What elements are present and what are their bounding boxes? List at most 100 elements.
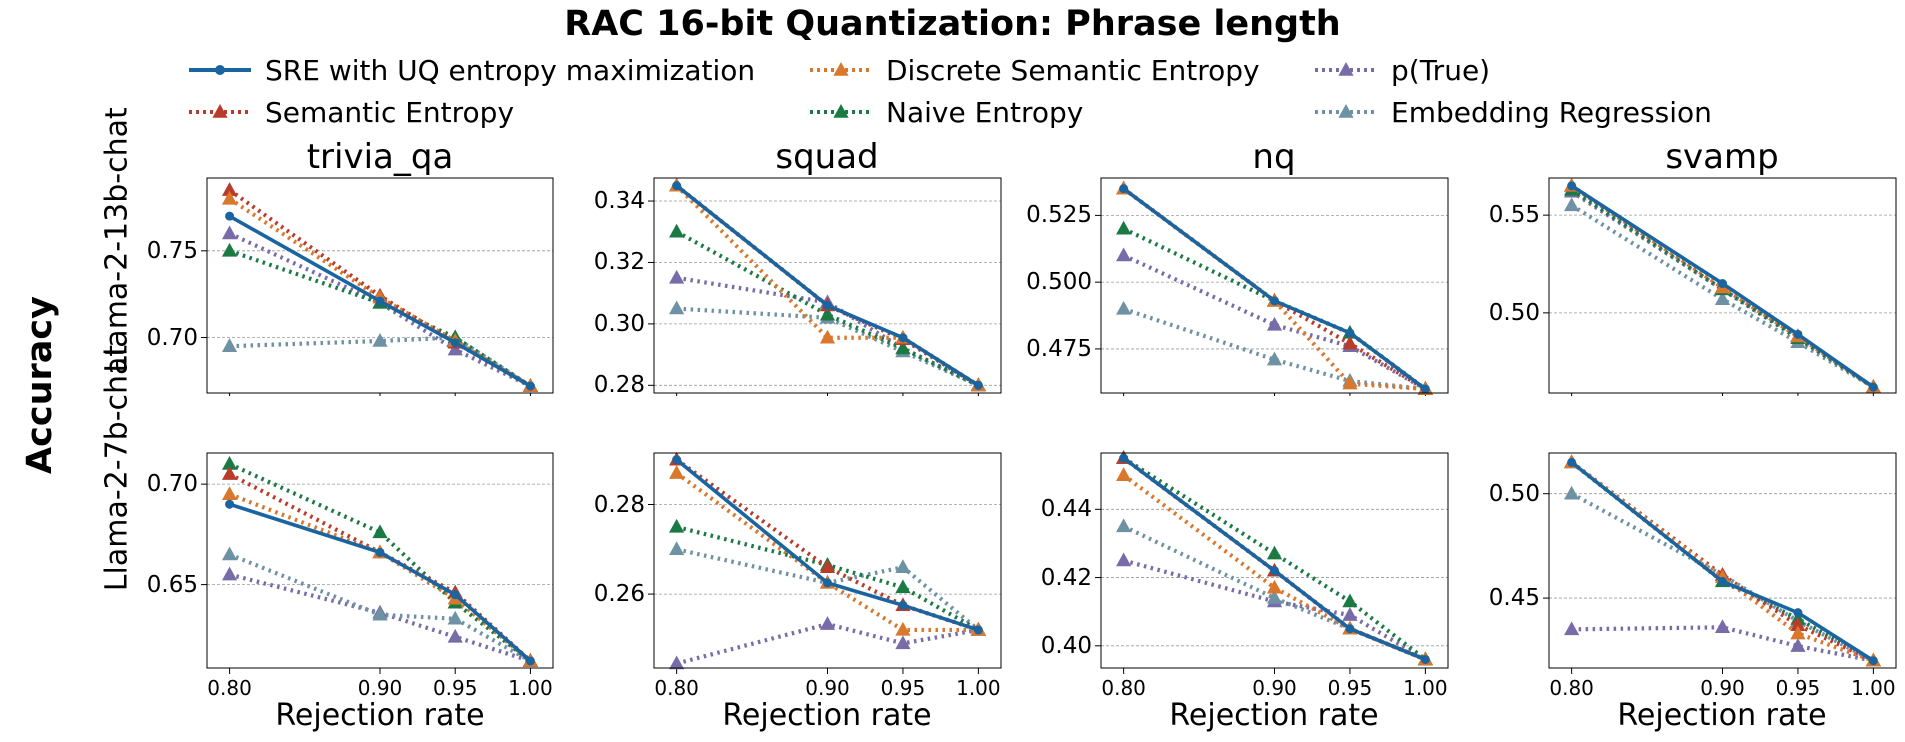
data-point [895, 579, 911, 594]
panel-llama-2-13b-chat-trivia-qa [201, 177, 554, 396]
y-tick-label: 0.50 [1488, 480, 1540, 507]
panel-frame [1548, 452, 1897, 669]
x-tick-label: 0.80 [654, 676, 699, 700]
series-line [1123, 558, 1427, 662]
series-naive-entropy [1116, 450, 1433, 666]
panel-llama-2-7b-chat-squad [648, 451, 1002, 674]
series-sre-with-uq-entropy-maximization [225, 499, 535, 666]
data-point [1790, 617, 1806, 631]
data-point [1116, 220, 1132, 235]
panel-llama-2-7b-chat-svamp [1543, 452, 1897, 674]
data-point [898, 333, 908, 343]
data-point [1266, 590, 1283, 604]
legend-label-naive-entropy: Naive Entropy [886, 95, 1084, 129]
data-point [895, 635, 911, 650]
legend-swatch-embedding-regression [1315, 104, 1377, 118]
data-point [895, 621, 911, 636]
data-point [1564, 485, 1580, 500]
data-point [669, 465, 685, 479]
data-point [221, 182, 238, 196]
x-axis-label-trivia-qa: Rejection rate [275, 698, 485, 733]
y-tick-label: 0.75 [146, 237, 198, 264]
y-tick-label: 0.55 [1488, 202, 1540, 229]
data-point [1714, 619, 1731, 634]
panel-llama-2-13b-chat-nq [1095, 177, 1449, 396]
series-line [676, 306, 980, 388]
data-point [1868, 656, 1878, 666]
data-point [895, 559, 911, 573]
panel-frame [1100, 452, 1449, 669]
data-point [1342, 593, 1358, 608]
data-point [1868, 382, 1878, 392]
data-point [1345, 328, 1355, 338]
series-line [676, 524, 980, 632]
x-tick-label: 1.00 [956, 676, 1001, 700]
data-point [669, 223, 685, 238]
series-semantic-entropy [221, 466, 539, 667]
x-tick-label: 0.80 [1549, 676, 1594, 700]
x-tick-label: 0.80 [207, 676, 252, 700]
legend-entry-ptrue: p(True) [1313, 50, 1490, 90]
y-tick-label: 0.525 [1026, 202, 1092, 229]
panel-frame [653, 177, 1002, 394]
y-tick-label: 0.50 [1488, 299, 1540, 326]
x-tick-label: 0.90 [805, 676, 850, 700]
data-point [1564, 621, 1580, 636]
data-point [672, 455, 682, 465]
panel-frame [1548, 177, 1897, 394]
panel-llama-2-13b-chat-svamp [1543, 177, 1897, 396]
data-point [525, 381, 535, 391]
data-point [450, 590, 460, 600]
data-point [1714, 291, 1731, 305]
data-point [1116, 467, 1132, 481]
panel-frame [653, 452, 1002, 669]
data-point [221, 466, 238, 480]
series-line [676, 275, 980, 388]
data-point [221, 566, 238, 581]
data-point [819, 559, 836, 573]
data-point [1342, 375, 1358, 390]
series-line [1122, 186, 1427, 391]
data-point [1793, 608, 1803, 618]
data-point [1270, 566, 1279, 576]
data-point [447, 628, 463, 643]
data-point [819, 329, 836, 344]
data-point [823, 578, 832, 588]
series-line [1122, 253, 1427, 391]
data-point [225, 211, 235, 221]
data-point [1345, 624, 1355, 634]
x-tick-label: 0.95 [1327, 676, 1373, 700]
data-point [221, 546, 238, 561]
y-tick-label: 0.30 [593, 310, 645, 337]
series-embedding-regression [1116, 300, 1433, 395]
y-tick-label: 0.500 [1026, 269, 1092, 296]
series-line [1122, 306, 1426, 392]
panel-llama-2-7b-chat-trivia-qa [201, 452, 554, 674]
legend-swatch-naive-entropy [810, 104, 872, 118]
data-point [669, 655, 685, 670]
data-point [895, 340, 911, 355]
data-point [1342, 335, 1358, 350]
series-sre-with-uq-entropy-maximization [1567, 457, 1878, 666]
series-line [228, 214, 532, 388]
chart-title: RAC 16-bit Quantization: Phrase length [564, 4, 1341, 44]
data-point [447, 341, 463, 356]
data-point [1420, 384, 1430, 394]
series-naive-entropy [221, 456, 539, 667]
data-point [1718, 576, 1727, 586]
data-point [1116, 518, 1132, 533]
y-tick-label: 0.45 [1488, 585, 1540, 612]
data-point [669, 269, 685, 284]
series-line [228, 231, 532, 388]
data-point [447, 610, 463, 625]
panel-llama-2-7b-chat-nq [1095, 450, 1449, 674]
data-point [372, 524, 388, 539]
legend-entry-discrete-semantic-entropy: Discrete Semantic Entropy [808, 50, 1260, 90]
series-line [228, 462, 532, 663]
legend-swatch-ptrue [1315, 62, 1377, 76]
series-line [1571, 625, 1874, 663]
data-point [1567, 457, 1577, 467]
series-embedding-regression [221, 329, 539, 392]
y-tick-label: 0.42 [1040, 564, 1092, 591]
x-tick-label: 0.80 [1101, 676, 1146, 700]
